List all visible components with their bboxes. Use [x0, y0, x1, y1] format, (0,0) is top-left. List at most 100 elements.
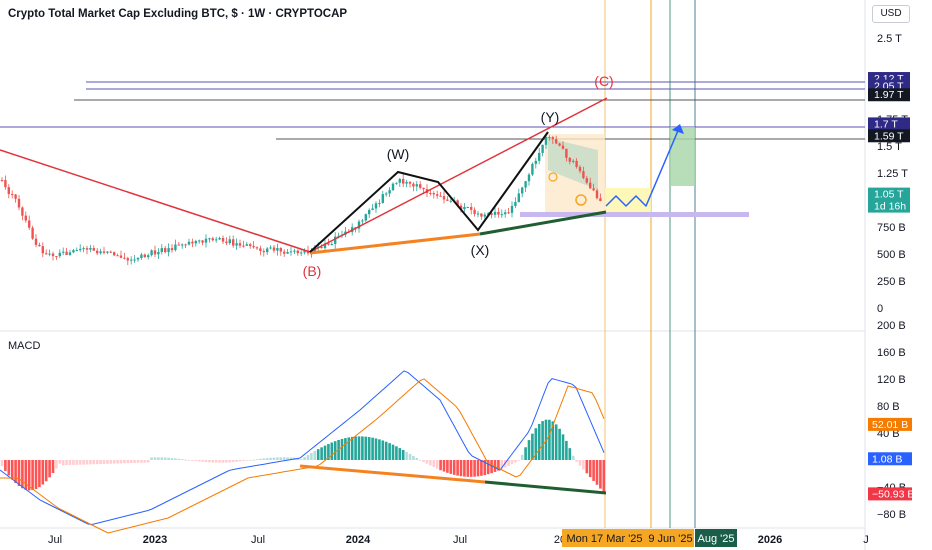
red-downtrend-line[interactable]	[0, 149, 311, 253]
candle-body	[582, 171, 585, 179]
candle-body	[497, 211, 500, 215]
candle-body	[181, 244, 184, 246]
wave-label-x[interactable]: (X)	[471, 242, 490, 258]
time-tick-label: 2026	[758, 534, 782, 546]
candle-body	[405, 181, 408, 184]
candle-body	[119, 255, 123, 258]
candles	[0, 135, 602, 266]
macd-bar	[123, 460, 126, 464]
candle-body	[429, 192, 432, 194]
macd-bar	[299, 459, 303, 461]
macd-bar	[129, 460, 133, 463]
signal-line[interactable]	[0, 378, 605, 534]
time-tick-label: Jul	[453, 534, 467, 546]
macd-bar	[449, 460, 453, 474]
candle-body	[28, 220, 31, 228]
candle-body	[113, 252, 116, 256]
orange-support-line[interactable]	[309, 232, 481, 255]
macd-bar	[497, 460, 500, 471]
wave-wxy[interactable]	[309, 131, 549, 253]
target-box[interactable]	[670, 127, 695, 186]
price-tick-label: 1.5 T	[877, 141, 902, 153]
price-tick-label: 250 B	[877, 276, 906, 288]
date-labels: Mon 17 Mar '25 9 Jun '25 Aug '25	[562, 529, 737, 547]
candle-body	[510, 205, 514, 213]
macd-tick-label: −80 B	[877, 509, 906, 521]
projection-arrow-head	[672, 124, 684, 134]
candle-body	[534, 160, 537, 164]
candle-body	[184, 244, 187, 246]
marker-circle	[575, 194, 587, 206]
candle-body	[279, 248, 282, 252]
macd-bar	[75, 460, 79, 465]
macd-bar	[483, 460, 487, 476]
time-axis[interactable]: Jul 2023 Jul 2024 Jul 20 2026 J	[48, 534, 869, 546]
candle-body	[225, 241, 228, 244]
candle-body	[238, 243, 242, 246]
macd-bar	[476, 460, 480, 477]
macd-bar	[469, 460, 473, 477]
macd-bar	[27, 460, 31, 491]
wave-label-b[interactable]: (B)	[303, 263, 322, 279]
macd-bar	[252, 459, 255, 461]
candle-body	[388, 190, 391, 194]
support-zone[interactable]	[520, 212, 749, 217]
candle-body	[4, 180, 7, 188]
macd-bar	[490, 460, 493, 474]
macd-bar	[68, 460, 72, 466]
candle-body	[463, 207, 466, 210]
candle-body	[255, 247, 259, 249]
candle-body	[371, 208, 374, 211]
currency-button[interactable]: USD	[872, 5, 910, 23]
macd-bar	[480, 460, 483, 476]
macd-green-divergence[interactable]	[484, 480, 607, 495]
red-uptrend-line[interactable]	[309, 97, 608, 253]
candle-body	[395, 182, 398, 184]
candle-body	[521, 187, 524, 194]
price-label-box	[868, 187, 910, 201]
candle-body	[198, 240, 201, 242]
macd-bar	[191, 460, 194, 461]
green-support-line[interactable]	[479, 210, 607, 236]
candle-body	[140, 254, 143, 259]
time-tick-label: Jul	[251, 534, 265, 546]
candle-body	[259, 248, 262, 252]
candle-body	[293, 250, 296, 252]
macd-bar	[146, 460, 150, 463]
date-label-box	[695, 529, 737, 547]
macd-line[interactable]	[0, 370, 605, 526]
time-tick-label: 2024	[346, 534, 371, 546]
macd-bar	[575, 460, 578, 462]
macd-bar	[197, 460, 201, 462]
macd-tick-label: 160 B	[877, 347, 906, 359]
macd-bar	[320, 447, 323, 460]
macd-bar	[276, 457, 279, 460]
macd-bar	[160, 457, 164, 460]
candle-body	[249, 244, 252, 247]
macd-bar	[231, 460, 235, 463]
price-label-text: 1.97 T	[874, 89, 904, 101]
macd-bar	[554, 424, 558, 460]
macd-bar	[78, 460, 82, 465]
wave-label-w[interactable]: (W)	[387, 146, 410, 162]
wave-label-c[interactable]: (C)	[594, 73, 613, 89]
price-label-box	[868, 129, 910, 143]
macd-bar	[310, 453, 313, 460]
macd-bar	[395, 446, 398, 460]
candle-body	[361, 220, 364, 222]
price-tick-label: 0	[877, 303, 883, 315]
candle-body	[585, 178, 588, 183]
wave-label-y[interactable]: (Y)	[541, 109, 560, 125]
candle-body	[228, 239, 231, 244]
macd-bar	[378, 439, 381, 460]
candle-body	[544, 137, 548, 145]
macd-bar	[408, 453, 412, 460]
macd-bar	[286, 457, 289, 460]
falling-channel[interactable]	[548, 138, 598, 190]
macd-bar	[214, 460, 218, 463]
macd-orange-divergence[interactable]	[299, 464, 486, 484]
macd-bar	[265, 458, 269, 460]
projection-path[interactable]	[605, 125, 681, 207]
candle-body	[215, 239, 218, 241]
